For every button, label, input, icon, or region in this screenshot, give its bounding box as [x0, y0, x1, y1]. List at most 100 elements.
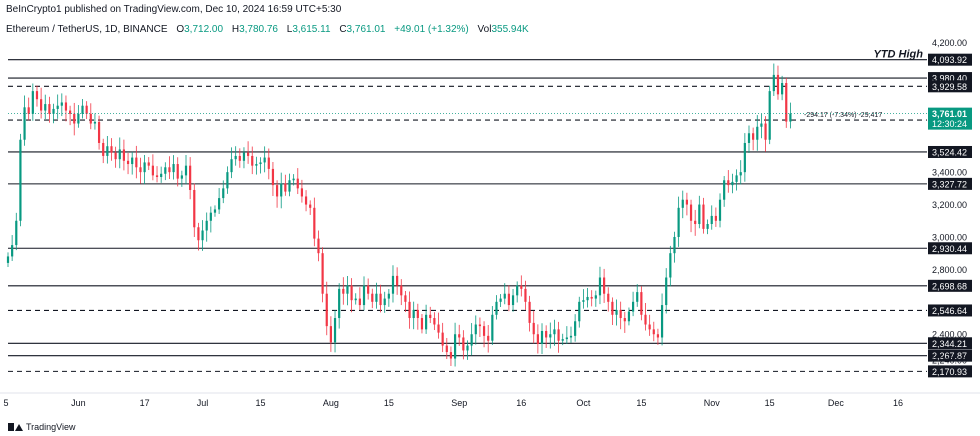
candle-body-124	[520, 285, 523, 289]
x-tick-11: Nov	[704, 398, 721, 408]
candle-body-167	[698, 204, 701, 225]
candle-body-41	[176, 164, 179, 179]
candle-body-79	[333, 318, 337, 343]
candle-body-55	[234, 155, 237, 160]
candle-body-181	[756, 126, 759, 140]
candle-body-137	[574, 321, 577, 336]
candle-body-53	[226, 172, 229, 189]
candle-body-108	[453, 334, 457, 359]
candle-body-182	[760, 123, 763, 127]
candle-body-83	[350, 285, 353, 301]
candle-body-59	[251, 155, 254, 166]
candle-body-110	[462, 337, 465, 351]
candle-body-164	[685, 199, 689, 205]
x-tick-7: Sep	[451, 398, 467, 408]
candle-body-97	[408, 301, 411, 319]
candle-body-107	[449, 352, 453, 359]
candle-body-151	[631, 301, 635, 312]
candle-body-98	[412, 309, 415, 319]
candle-body-123	[516, 285, 519, 296]
candle-body-71	[300, 188, 304, 197]
candle-body-89	[375, 293, 378, 302]
candle-body-25	[110, 146, 113, 153]
candle-body-13	[60, 102, 63, 106]
candle-body-160	[669, 253, 672, 278]
candle-body-129	[540, 330, 544, 344]
candle-body-177	[739, 172, 742, 176]
x-tick-10: 15	[636, 398, 646, 408]
candle-body-69	[292, 178, 295, 181]
candle-body-171	[714, 215, 717, 221]
last-price-label: 3,761.01	[932, 109, 967, 119]
y-tick-5: 2,400.00	[932, 330, 967, 340]
candle-body-2	[15, 220, 18, 246]
candle-body-4	[23, 107, 26, 140]
candle-body-74	[313, 207, 316, 239]
candle-body-7	[35, 91, 39, 100]
symbol-name[interactable]: Ethereum / TetherUS, 1D, BINANCE	[6, 24, 168, 35]
level-tag-0	[928, 53, 972, 66]
level-tag-6	[928, 242, 972, 255]
candle-body-147	[615, 309, 618, 315]
volume-value: 355.94K	[491, 24, 529, 35]
candle-body-60	[255, 164, 258, 166]
candle-body-169	[706, 224, 709, 229]
change-value: +49.01 (+1.32%)	[394, 24, 469, 35]
candle-body-175	[731, 181, 734, 186]
candle-body-163	[681, 199, 684, 208]
close-label: C	[339, 24, 347, 35]
candle-body-81	[342, 288, 345, 294]
candle-body-170	[710, 215, 713, 225]
candle-body-46	[197, 227, 200, 241]
candle-body-14	[64, 102, 68, 111]
candle-body-67	[284, 183, 287, 192]
x-tick-8: 16	[516, 398, 526, 408]
candle-body-64	[271, 168, 275, 186]
x-tick-4: 15	[256, 398, 266, 408]
candle-body-45	[193, 189, 196, 228]
candle-body-172	[718, 199, 722, 221]
candle-body-12	[56, 105, 59, 109]
candle-body-96	[404, 295, 407, 302]
candle-body-77	[325, 293, 328, 327]
level-label-5: 3,327.72	[932, 179, 967, 189]
candle-body-17	[77, 113, 80, 124]
candle-body-33	[143, 162, 146, 173]
candle-body-120	[503, 293, 506, 299]
candle-body-76	[321, 253, 324, 294]
symbol-info-bar: Ethereum / TetherUS, 1D, BINANCE O3,712.…	[6, 24, 529, 35]
candle-body-93	[391, 275, 395, 294]
candle-body-127	[532, 322, 535, 335]
open-value: 3,712.00	[184, 24, 224, 35]
candle-body-157	[656, 334, 660, 338]
candle-body-115	[482, 326, 486, 336]
candle-body-62	[263, 157, 266, 163]
candle-body-189	[789, 113, 792, 122]
level-tag-11	[928, 365, 972, 378]
candle-body-18	[81, 105, 84, 114]
candle-body-101	[425, 314, 428, 330]
candle-body-48	[205, 220, 208, 231]
low-value: 3,615.11	[292, 24, 331, 35]
candle-body-22	[97, 121, 101, 143]
candle-body-37	[160, 173, 163, 178]
candle-body-1	[11, 245, 14, 257]
candle-body-88	[371, 293, 374, 302]
candle-body-125	[524, 288, 527, 302]
time-axis[interactable]: 5 Jun 17 Jul 15 Aug 15 Sep 16 Oct 15 Nov 15 Dec 16	[0, 392, 980, 408]
candle-body-153	[640, 292, 643, 315]
candle-body-6	[31, 91, 34, 114]
candle-body-121	[507, 293, 510, 306]
candle-body-105	[441, 332, 444, 346]
candle-body-156	[652, 329, 655, 335]
price-axis[interactable]: 4,093.923,980.403,929.583,721.123,524.42…	[8, 38, 972, 378]
candle-body-122	[511, 295, 515, 306]
candle-body-72	[304, 196, 308, 205]
candle-body-184	[768, 91, 771, 140]
candle-body-56	[238, 155, 241, 161]
candle-body-186	[776, 74, 780, 95]
candle-body-24	[106, 146, 109, 156]
y-tick-4: 2,800.00	[932, 265, 967, 275]
candle-body-68	[288, 180, 291, 192]
